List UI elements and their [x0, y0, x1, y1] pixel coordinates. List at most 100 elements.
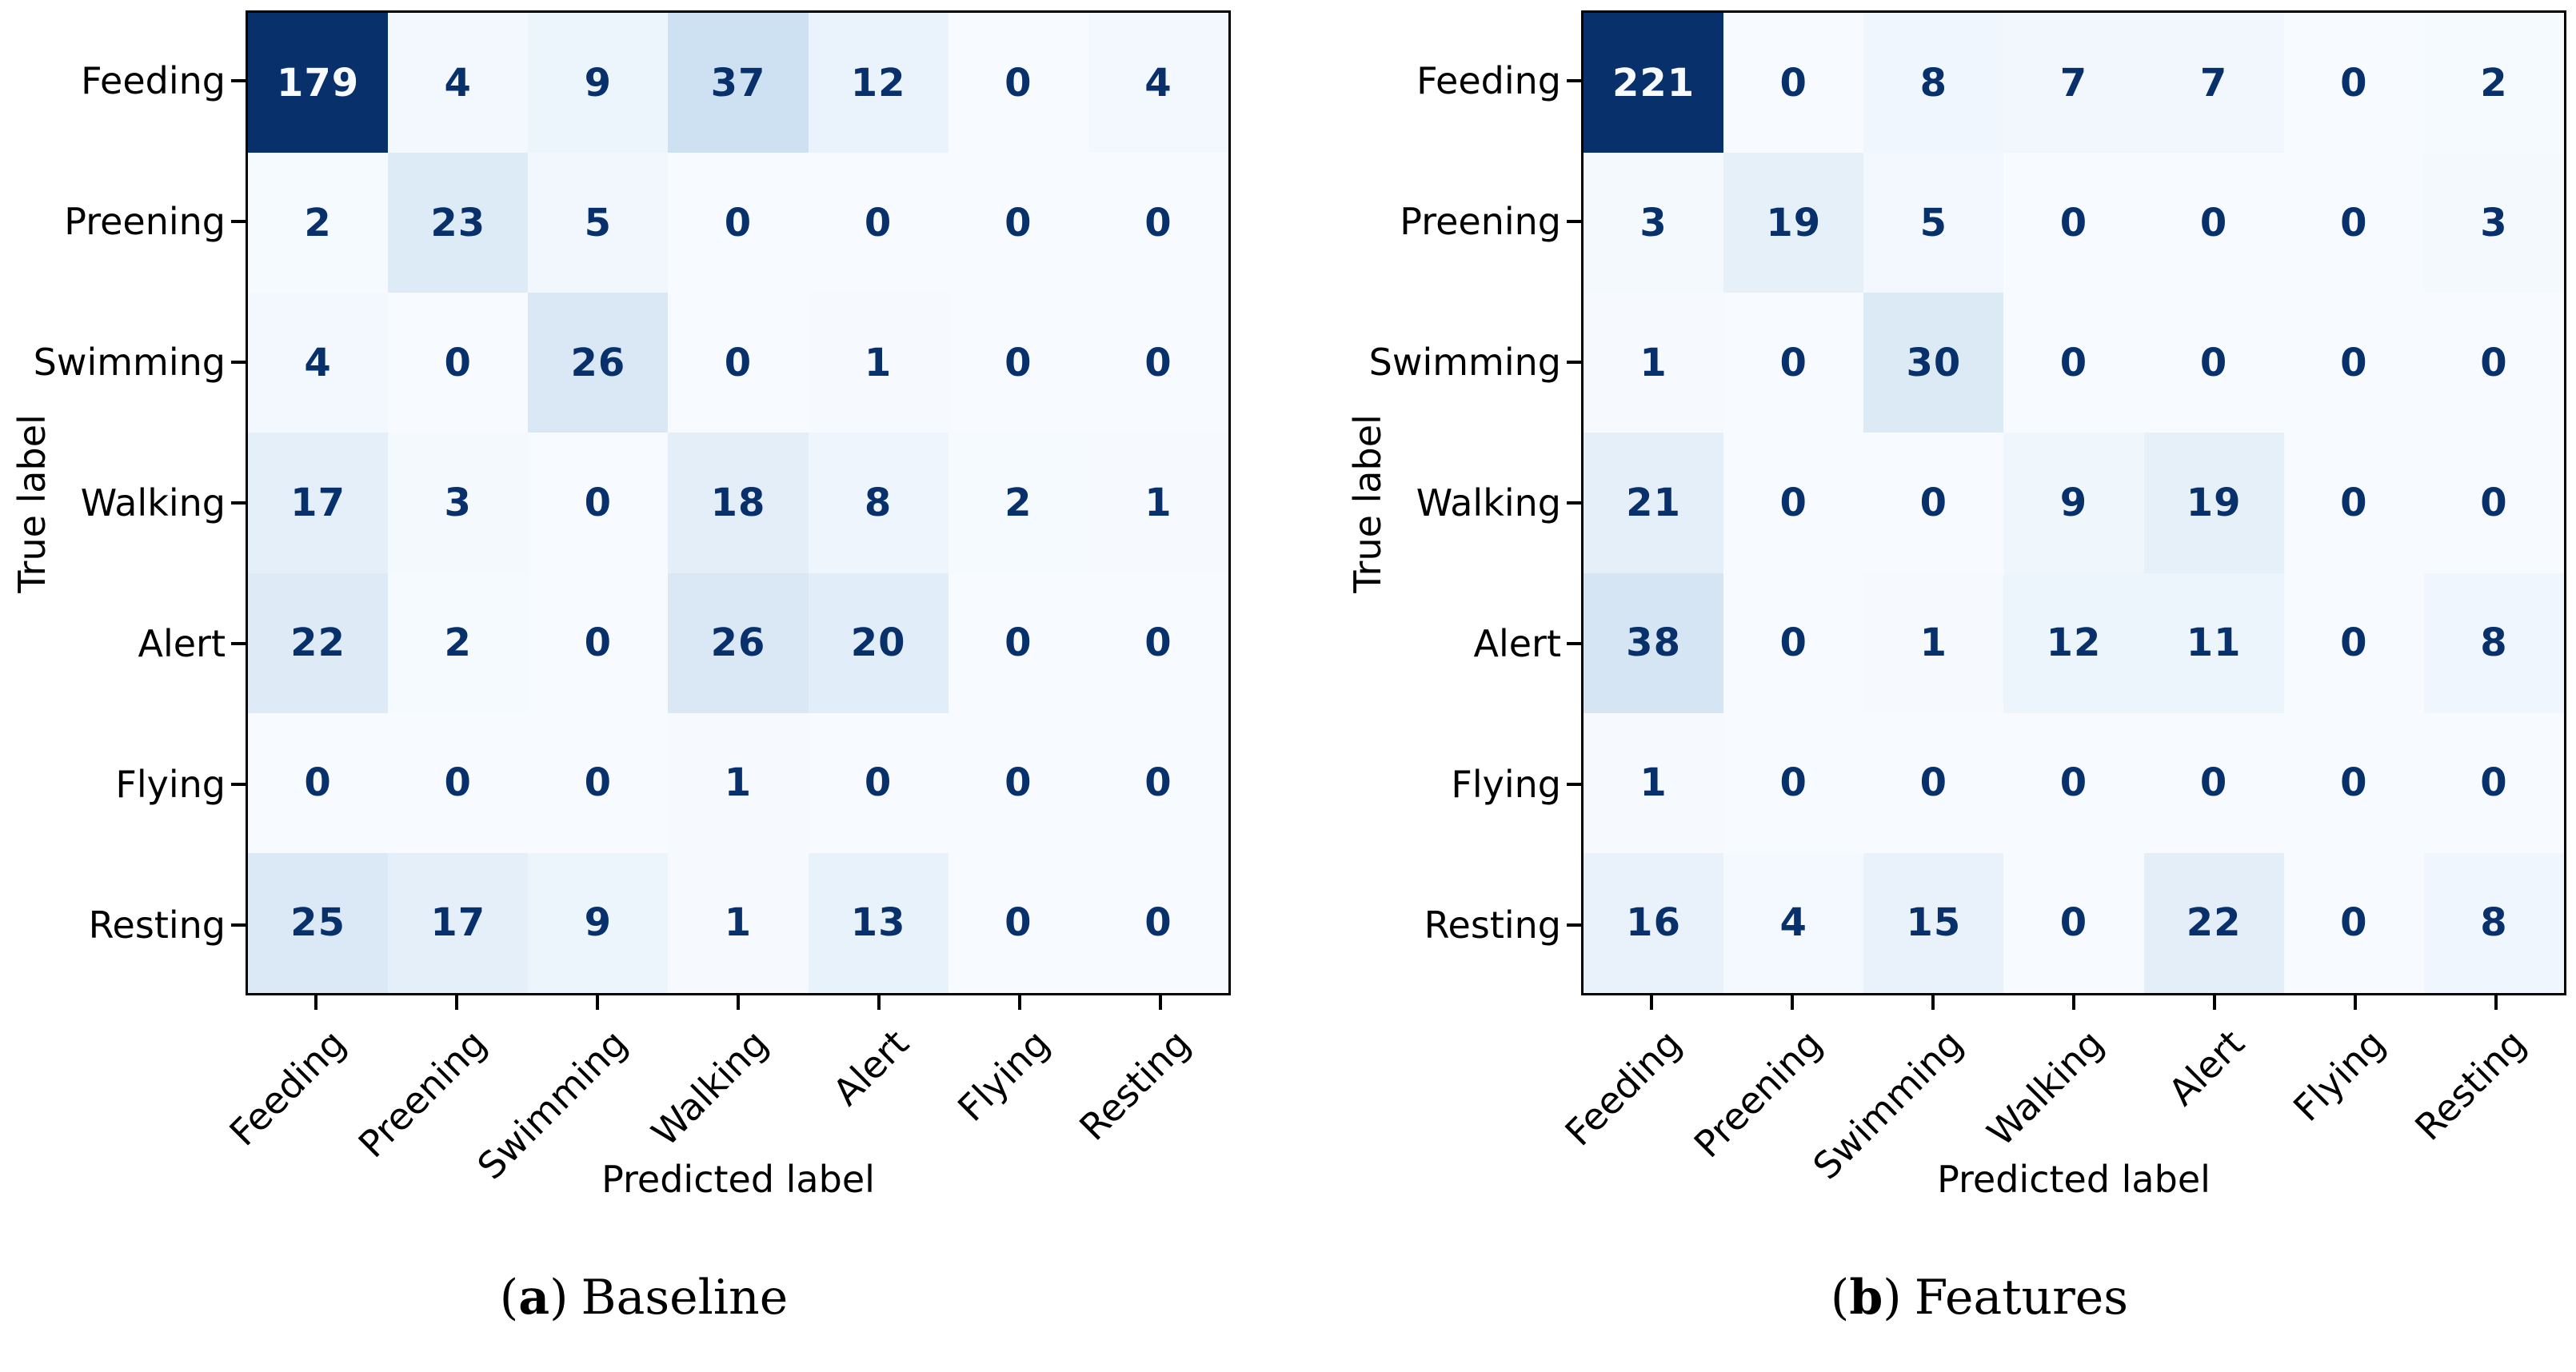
matrix-cell: 5 — [528, 153, 669, 293]
x-tick-mark — [1650, 995, 1653, 1010]
matrix-cell: 1 — [668, 852, 809, 993]
matrix-cell: 19 — [2143, 433, 2284, 573]
y-tick-label: Preening — [1400, 200, 1561, 243]
y-tick-mark — [231, 783, 246, 786]
matrix-cell: 9 — [528, 13, 669, 154]
matrix-cell: 2 — [388, 572, 529, 713]
x-tick-mark — [2354, 995, 2357, 1010]
matrix-cell: 4 — [1088, 13, 1228, 154]
y-tick-mark — [1567, 783, 1581, 786]
caption-letter: a — [518, 1270, 550, 1326]
matrix-cell: 0 — [1088, 153, 1228, 293]
matrix-cell: 0 — [2283, 433, 2424, 573]
matrix-cell: 17 — [248, 433, 389, 573]
subfigure-caption: (b) Features — [1336, 1270, 2576, 1326]
x-tick-mark — [1018, 995, 1021, 1010]
matrix-cell: 0 — [2283, 153, 2424, 293]
matrix-cell: 19 — [1723, 153, 1864, 293]
matrix-cell: 0 — [948, 572, 1088, 713]
matrix-cell: 16 — [1584, 852, 1724, 993]
matrix-cell: 15 — [1863, 852, 2004, 993]
matrix-cell: 0 — [1723, 712, 1864, 853]
matrix-cell: 12 — [808, 13, 949, 154]
x-axis-title: Predicted label — [1937, 1158, 2211, 1201]
y-tick-label: Walking — [1416, 481, 1561, 524]
matrix-cell: 0 — [2143, 712, 2284, 853]
y-tick-label: Walking — [80, 481, 226, 524]
matrix-cell: 0 — [2143, 153, 2284, 293]
x-tick-mark — [1931, 995, 1935, 1010]
matrix-cell: 26 — [528, 293, 669, 433]
matrix-cell: 38 — [1584, 572, 1724, 713]
matrix-cell: 1 — [1863, 572, 2004, 713]
matrix-cell: 26 — [668, 572, 809, 713]
matrix-cell: 0 — [1088, 712, 1228, 853]
matrix-cell: 0 — [1863, 712, 2004, 853]
matrix-cell: 8 — [2423, 572, 2564, 713]
matrix-cell: 7 — [2003, 13, 2144, 154]
caption-paren-close: ) — [549, 1270, 569, 1326]
x-tick-mark — [1159, 995, 1162, 1010]
matrix-cell: 2 — [2423, 13, 2564, 154]
matrix-cell: 0 — [808, 712, 949, 853]
matrix-cell: 3 — [1584, 153, 1724, 293]
y-tick-label: Swimming — [33, 341, 226, 384]
matrix-cell: 0 — [2003, 153, 2144, 293]
y-tick-label: Flying — [1451, 763, 1561, 806]
matrix-cell: 0 — [668, 153, 809, 293]
matrix-cell: 0 — [2283, 712, 2424, 853]
matrix-cell: 11 — [2143, 572, 2284, 713]
matrix-cell: 0 — [528, 572, 669, 713]
y-tick-mark — [1567, 79, 1581, 82]
subfigure-a: True label 179 4 9 37 12 0 4 2 23 5 0 0 0 0 4 0 26 0 1 0 0 17… — [0, 10, 1288, 1326]
matrix-cell: 0 — [948, 293, 1088, 433]
matrix-cell: 22 — [2143, 852, 2284, 993]
matrix-cell: 3 — [388, 433, 529, 573]
matrix-cell: 3 — [2423, 153, 2564, 293]
matrix-cell: 0 — [1088, 572, 1228, 713]
x-tick-mark — [2494, 995, 2498, 1010]
x-tick-mark — [877, 995, 881, 1010]
subfigure-b: True label 221 0 8 7 7 0 2 3 19 5 0 0 0 3 1 0 30 0 0 0 0 21 0 0… — [1336, 0, 2576, 1372]
y-tick-mark — [1567, 642, 1581, 645]
y-tick-mark — [231, 361, 246, 364]
y-tick-mark — [231, 923, 246, 927]
matrix-cell: 20 — [808, 572, 949, 713]
matrix-cell: 0 — [668, 293, 809, 433]
x-tick-mark — [596, 995, 599, 1010]
matrix-cell: 9 — [2003, 433, 2144, 573]
matrix-cell: 8 — [808, 433, 949, 573]
matrix-cell: 13 — [808, 852, 949, 993]
y-tick-label: Alert — [138, 622, 226, 665]
caption-label: Features — [1914, 1270, 2129, 1326]
matrix-cell: 0 — [2003, 712, 2144, 853]
matrix-cell: 4 — [388, 13, 529, 154]
matrix-cell: 1 — [808, 293, 949, 433]
y-tick-label: Flying — [115, 763, 226, 806]
y-tick-label: Feeding — [1416, 59, 1561, 102]
subfigure-caption: (a) Baseline — [0, 1270, 1288, 1326]
y-tick-label: Resting — [1424, 903, 1561, 947]
matrix-cell: 1 — [1584, 712, 1724, 853]
y-tick-label: Preening — [64, 200, 226, 243]
matrix-cell: 9 — [528, 852, 669, 993]
matrix-cell: 4 — [248, 293, 389, 433]
matrix-cell: 0 — [1863, 433, 2004, 573]
x-tick-mark — [455, 995, 458, 1010]
matrix-cell: 221 — [1584, 13, 1724, 154]
y-tick-label: Alert — [1473, 622, 1562, 665]
x-tick-mark — [2072, 995, 2075, 1010]
matrix-cell: 0 — [528, 433, 669, 573]
x-tick-mark — [2213, 995, 2216, 1010]
matrix-cell: 0 — [1723, 13, 1864, 154]
matrix-cell: 22 — [248, 572, 389, 713]
matrix-cell: 4 — [1723, 852, 1864, 993]
matrix-cell: 179 — [248, 13, 389, 154]
x-tick-mark — [314, 995, 318, 1010]
matrix-cell: 0 — [808, 153, 949, 293]
y-tick-mark — [231, 220, 246, 223]
matrix-cell: 0 — [2283, 13, 2424, 154]
caption-label: Baseline — [581, 1270, 789, 1326]
matrix-cell: 30 — [1863, 293, 2004, 433]
